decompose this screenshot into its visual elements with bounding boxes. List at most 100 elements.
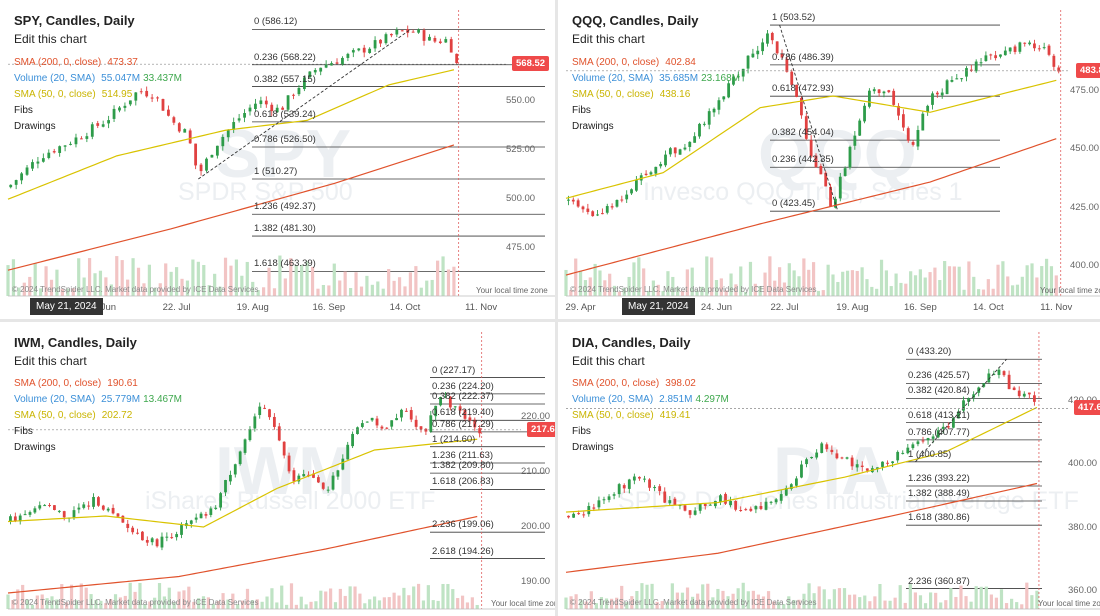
volume-bar <box>615 597 619 609</box>
candle-body <box>41 158 45 162</box>
candle-body <box>941 426 945 429</box>
volume-bar <box>240 275 244 296</box>
candle-body <box>989 54 993 56</box>
candle-body <box>248 107 252 112</box>
volume-bar <box>928 592 933 609</box>
volume-bar <box>25 599 30 609</box>
indicator-row: Fibs <box>14 105 33 116</box>
volume-bar <box>267 267 271 296</box>
volume-bar <box>452 266 456 296</box>
candle-body <box>780 53 784 58</box>
volume-bar <box>475 604 479 609</box>
candle-body <box>1007 374 1011 390</box>
volume-bar <box>622 287 626 296</box>
indicator-row: SMA (200, 0, close) 190.61 <box>14 378 138 389</box>
volume-bar <box>893 597 897 609</box>
candle-body <box>331 475 335 490</box>
candle-body <box>384 34 388 44</box>
candle-body <box>118 107 121 111</box>
volume-bar <box>665 601 669 609</box>
candle-body <box>1037 48 1041 50</box>
edit-chart-link[interactable]: Edit this chart <box>572 354 645 368</box>
candle-body <box>433 38 437 42</box>
candle-body <box>984 55 988 62</box>
candle-body <box>789 484 793 489</box>
candle-body <box>576 200 580 207</box>
volume-bar <box>1020 276 1024 296</box>
volume-bar <box>275 602 279 609</box>
volume-bar <box>245 588 250 609</box>
candle-body <box>205 158 208 171</box>
fib-level-label: 0.382 (420.84) <box>908 385 970 397</box>
volume-bar <box>251 281 255 296</box>
fib-level-label: 0.786 (486.39) <box>772 51 834 63</box>
volume-bar <box>870 286 874 296</box>
fib-level-label: 2.236 (360.87) <box>908 575 970 587</box>
volume-bar <box>226 599 230 609</box>
candle-body <box>237 118 241 121</box>
volume-bar <box>138 582 142 609</box>
candle-body <box>586 208 590 212</box>
chart-panel-spy: SPY SPDR S&P 500 0 (586.12) 0.236 (568.22) 0… <box>0 0 555 319</box>
candle-body <box>790 71 794 85</box>
candle-body <box>292 470 296 482</box>
volume-bar <box>863 595 867 609</box>
volume-bar <box>807 269 811 296</box>
volume-bar <box>441 583 445 609</box>
volume-bar <box>368 599 372 609</box>
volume-bar <box>436 260 440 296</box>
volume-bar <box>836 281 840 296</box>
sma50-line <box>565 406 1038 513</box>
candle-body <box>850 457 854 467</box>
volume-bar <box>878 583 882 609</box>
data-credit: © 2024 TrendSpider LLC. Market data prov… <box>12 598 259 607</box>
volume-bar <box>845 270 850 296</box>
volume-bar <box>333 602 338 609</box>
candle-body <box>800 97 803 116</box>
edit-chart-link[interactable]: Edit this chart <box>572 32 645 46</box>
indicator-value-secondary: 23.168M <box>701 73 740 84</box>
volume-bar <box>746 591 750 609</box>
volume-bar <box>584 601 588 609</box>
volume-bar <box>397 277 402 296</box>
candle-body <box>751 53 755 58</box>
volume-bar <box>202 264 206 296</box>
volume-bar <box>451 589 455 609</box>
candle-body <box>302 474 306 477</box>
candle-body <box>87 505 91 507</box>
volume-bar <box>169 271 173 296</box>
candle-body <box>123 105 127 108</box>
volume-bar <box>816 290 821 296</box>
volume-bar <box>894 273 898 296</box>
volume-bar <box>408 272 413 296</box>
candle-body <box>601 213 604 215</box>
candle-body <box>829 186 832 207</box>
candle-body <box>335 62 339 64</box>
volume-bar <box>756 594 761 609</box>
volume-bar <box>182 590 186 609</box>
candle-body <box>1027 392 1031 395</box>
x-tick-label: 24. Jun <box>700 302 733 313</box>
volume-bar <box>162 596 167 609</box>
edit-chart-link[interactable]: Edit this chart <box>14 32 87 46</box>
fib-level-label: 1.236 (393.22) <box>908 472 970 484</box>
candle-body <box>916 130 920 147</box>
volume-bar <box>421 600 426 609</box>
candle-body <box>872 89 876 92</box>
candle-body <box>189 520 193 524</box>
candle-body <box>458 406 462 411</box>
indicator-label: SMA (200, 0, close) <box>572 378 660 389</box>
edit-chart-link[interactable]: Edit this chart <box>14 354 87 368</box>
candle-body <box>126 523 130 528</box>
fib-level-label: 0.618 (472.93) <box>772 83 834 95</box>
candle-body <box>188 130 192 144</box>
candle-body <box>379 39 382 44</box>
candle-body <box>921 113 925 131</box>
volume-bar <box>802 593 806 609</box>
volume-bar <box>903 602 907 609</box>
volume-bar <box>187 586 191 609</box>
candle-body <box>373 40 377 49</box>
candle-body <box>101 124 105 127</box>
candle-body <box>882 91 886 94</box>
fib-level-label: 0.786 (217.29) <box>432 418 494 430</box>
